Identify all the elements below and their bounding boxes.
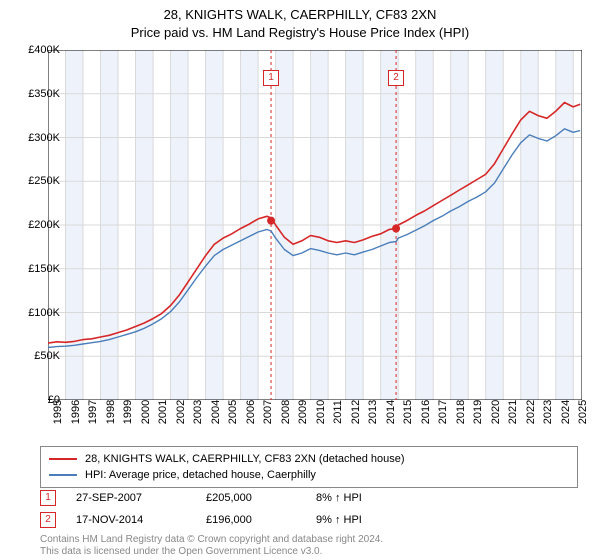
x-tick-label: 2011	[332, 400, 344, 424]
x-tick-label: 2014	[385, 400, 397, 424]
legend-label-0: 28, KNIGHTS WALK, CAERPHILLY, CF83 2XN (…	[85, 453, 405, 465]
x-tick-label: 2004	[210, 400, 222, 424]
sales-marker-1: 2	[40, 512, 56, 528]
title-block: 28, KNIGHTS WALK, CAERPHILLY, CF83 2XN P…	[0, 0, 600, 42]
x-tick-label: 2010	[315, 400, 327, 424]
sales-hpi-1: 9% ↑ HPI	[316, 514, 396, 526]
sales-row-0: 1 27-SEP-2007 £205,000 8% ↑ HPI	[40, 488, 396, 508]
x-tick-label: 2023	[542, 400, 554, 424]
legend-swatch-1	[49, 474, 77, 476]
y-tick-label: £50K	[16, 350, 60, 362]
sales-date-1: 17-NOV-2014	[76, 514, 206, 526]
y-tick-label: £150K	[16, 263, 60, 275]
sales-row-1: 2 17-NOV-2014 £196,000 9% ↑ HPI	[40, 510, 396, 530]
y-tick-label: £200K	[16, 219, 60, 231]
legend-label-1: HPI: Average price, detached house, Caer…	[85, 469, 316, 481]
x-tick-label: 2025	[577, 400, 589, 424]
x-tick-label: 2013	[367, 400, 379, 424]
x-tick-label: 1997	[87, 400, 99, 424]
y-tick-label: £100K	[16, 307, 60, 319]
x-tick-label: 2015	[402, 400, 414, 424]
y-tick-label: £350K	[16, 88, 60, 100]
chart-container: 28, KNIGHTS WALK, CAERPHILLY, CF83 2XN P…	[0, 0, 600, 560]
x-tick-label: 1999	[122, 400, 134, 424]
legend-box: 28, KNIGHTS WALK, CAERPHILLY, CF83 2XN (…	[40, 446, 578, 488]
y-tick-label: £250K	[16, 175, 60, 187]
sales-price-0: £205,000	[206, 492, 316, 504]
x-tick-label: 1995	[52, 400, 64, 424]
x-tick-label: 2007	[262, 400, 274, 424]
sales-price-1: £196,000	[206, 514, 316, 526]
title-line-1: 28, KNIGHTS WALK, CAERPHILLY, CF83 2XN	[0, 6, 600, 24]
footer-line-2: This data is licensed under the Open Gov…	[40, 546, 383, 558]
x-tick-label: 2001	[157, 400, 169, 424]
sale-marker-box: 2	[388, 70, 404, 86]
x-tick-label: 2003	[192, 400, 204, 424]
legend-row-1: HPI: Average price, detached house, Caer…	[49, 467, 569, 483]
x-tick-label: 2021	[507, 400, 519, 424]
x-tick-label: 2019	[472, 400, 484, 424]
title-line-2: Price paid vs. HM Land Registry's House …	[0, 24, 600, 42]
x-tick-label: 2017	[437, 400, 449, 424]
x-tick-label: 2012	[350, 400, 362, 424]
sales-marker-0: 1	[40, 490, 56, 506]
legend-swatch-0	[49, 458, 77, 460]
x-tick-label: 2024	[560, 400, 572, 424]
x-tick-label: 2016	[420, 400, 432, 424]
x-tick-label: 2000	[140, 400, 152, 424]
x-tick-label: 2005	[227, 400, 239, 424]
footer-line-1: Contains HM Land Registry data © Crown c…	[40, 534, 383, 546]
sales-date-0: 27-SEP-2007	[76, 492, 206, 504]
sales-hpi-0: 8% ↑ HPI	[316, 492, 396, 504]
x-tick-label: 2009	[297, 400, 309, 424]
y-tick-label: £400K	[16, 44, 60, 56]
x-tick-label: 1996	[70, 400, 82, 424]
y-tick-label: £300K	[16, 132, 60, 144]
chart-area	[48, 50, 582, 400]
sales-table: 1 27-SEP-2007 £205,000 8% ↑ HPI 2 17-NOV…	[40, 488, 396, 532]
x-tick-label: 2002	[175, 400, 187, 424]
x-tick-label: 2018	[455, 400, 467, 424]
x-tick-label: 1998	[105, 400, 117, 424]
x-tick-label: 2022	[525, 400, 537, 424]
legend-row-0: 28, KNIGHTS WALK, CAERPHILLY, CF83 2XN (…	[49, 451, 569, 467]
x-tick-label: 2008	[280, 400, 292, 424]
plot-svg	[48, 50, 582, 400]
x-tick-label: 2006	[245, 400, 257, 424]
x-tick-label: 2020	[490, 400, 502, 424]
footer: Contains HM Land Registry data © Crown c…	[40, 534, 383, 558]
sale-marker-box: 1	[263, 70, 279, 86]
